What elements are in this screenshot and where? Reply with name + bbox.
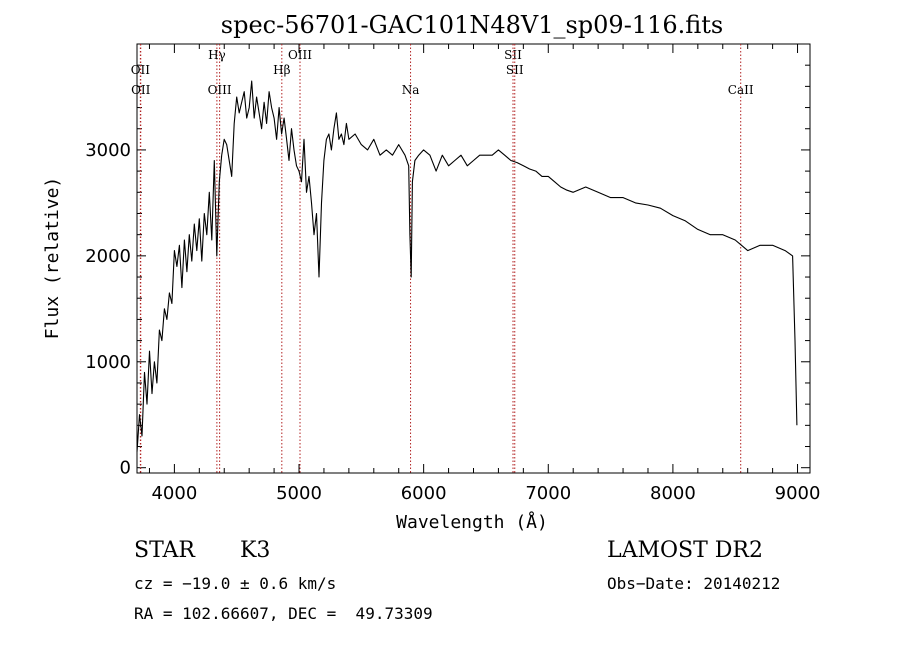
line-marker-label: Hβ [273,63,290,77]
y-tick-label: 1000 [85,352,131,373]
x-axis-label: Wavelength (Å) [396,511,548,533]
spectrum-line [136,80,798,452]
line-marker-label: SII [504,48,522,62]
x-tick-label: 8000 [650,483,696,504]
x-tick-label: 7000 [525,483,571,504]
line-marker-label: CaII [728,83,754,97]
y-tick-label: 2000 [85,246,131,267]
object-class: STAR [134,538,195,563]
x-tick-label: 5000 [276,483,322,504]
line-marker-label: OIII [288,48,312,62]
survey-name: LAMOST DR2 [607,538,763,563]
y-tick-label: 0 [120,458,131,479]
x-tick-label: 6000 [401,483,447,504]
redshift-velocity: cz = −19.0 ± 0.6 km/s [134,574,337,593]
object-subclass: K3 [240,538,271,563]
y-tick-label: 3000 [85,140,131,161]
line-marker-label: Hγ [208,48,226,62]
y-axis-label: Flux (relative) [42,177,63,340]
coordinates: RA = 102.66607, DEC = 49.73309 [134,604,433,623]
chart-title: spec-56701-GAC101N48V1_sp09-116.fits [221,11,723,39]
line-marker-label: OII [131,83,151,97]
x-tick-label: 9000 [775,483,821,504]
observation-date: Obs−Date: 20140212 [607,574,781,593]
line-marker-label: SII [506,63,524,77]
line-marker-label: Na [402,83,420,97]
line-marker-label: OIII [208,83,232,97]
x-tick-label: 4000 [151,483,197,504]
plot-area: 4000 5000 6000 7000 8000 9000 0 1000 2000 3000 OII… [85,43,821,504]
